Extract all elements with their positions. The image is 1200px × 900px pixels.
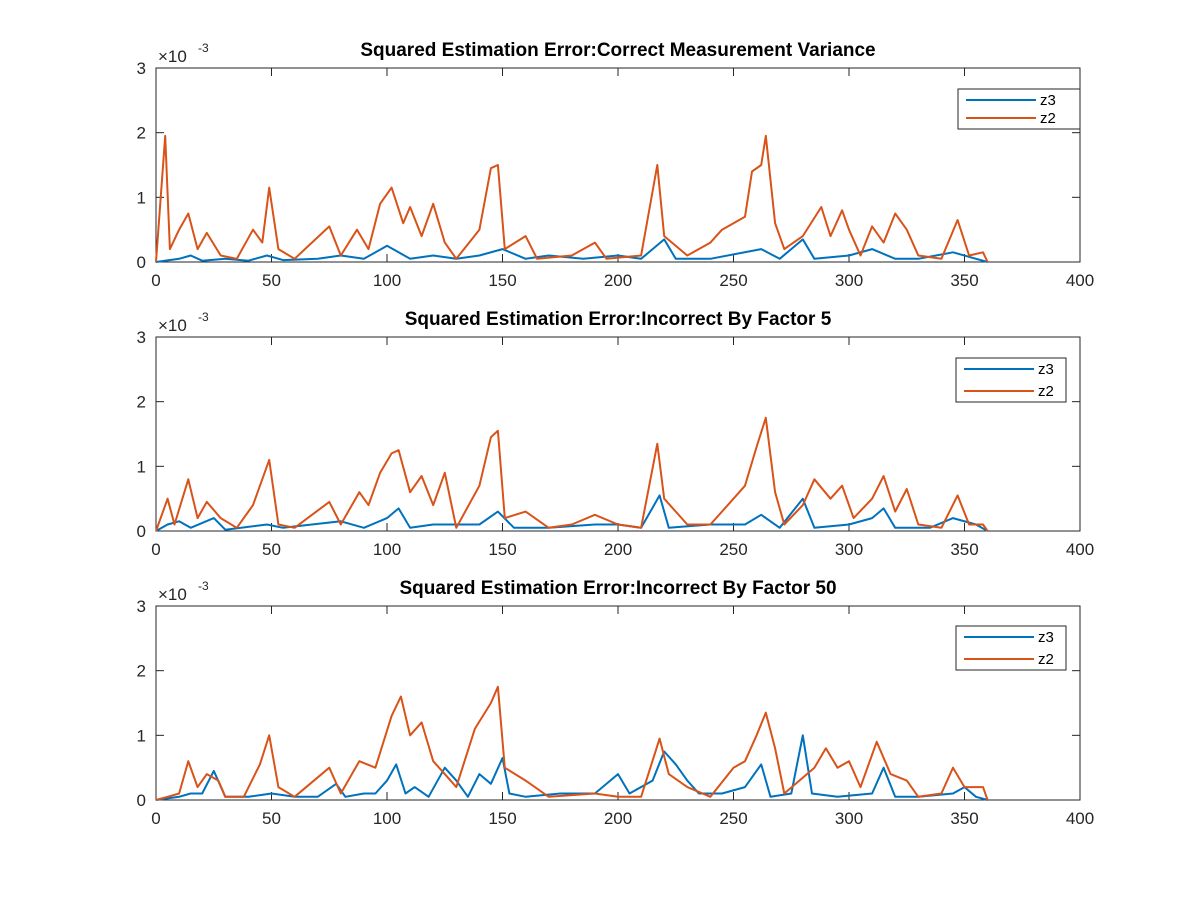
x-tick-label: 300 [835,271,863,290]
legend-label-z3: z3 [1038,629,1054,646]
x-tick-label: 400 [1066,271,1094,290]
y-tick-label: 3 [137,597,146,616]
chart-title: Squared Estimation Error:Incorrect By Fa… [405,309,832,330]
y-exponent: -3 [198,579,209,593]
x-tick-label: 150 [488,540,516,559]
x-tick-label: 0 [151,540,160,559]
y-tick-label: 3 [137,328,146,347]
series-line-z2 [155,416,989,532]
x-tick-label: 350 [950,540,978,559]
x-tick-label: 300 [835,540,863,559]
legend-box [957,88,1081,130]
y-tick-label: 2 [137,393,146,412]
y-tick-label: 0 [137,253,146,272]
axes-box [155,605,1081,801]
y-tick-label: 1 [137,726,146,745]
y-tick-label: 0 [137,791,146,810]
chart-title: Squared Estimation Error:Incorrect By Fa… [399,578,836,599]
y-tick-label: 2 [137,124,146,143]
chart-panel-2: Squared Estimation Error:Incorrect By Fa… [137,309,1095,559]
series-line-z2 [155,134,989,263]
x-tick-label: 0 [151,271,160,290]
y-exponent-label: ×10 [158,47,187,66]
y-tick-label: 3 [137,59,146,78]
x-tick-label: 100 [373,271,401,290]
y-tick-label: 1 [137,457,146,476]
x-tick-label: 250 [719,271,747,290]
series-line-z3 [155,238,988,263]
x-tick-label: 200 [604,809,632,828]
legend-label-z2: z2 [1040,110,1056,127]
axes-box [155,336,1081,532]
series-line-z3 [155,734,988,801]
y-exponent-label: ×10 [158,585,187,604]
y-tick-label: 2 [137,662,146,681]
y-exponent: -3 [198,310,209,324]
chart-panel-1: Squared Estimation Error:Correct Measure… [137,40,1095,290]
x-tick-label: 0 [151,809,160,828]
x-tick-label: 350 [950,809,978,828]
x-tick-label: 400 [1066,809,1094,828]
x-tick-label: 400 [1066,540,1094,559]
x-tick-label: 350 [950,271,978,290]
x-tick-label: 50 [262,540,281,559]
chart-title: Squared Estimation Error:Correct Measure… [360,40,875,61]
y-tick-label: 1 [137,188,146,207]
x-tick-label: 50 [262,271,281,290]
x-tick-label: 50 [262,809,281,828]
legend-label-z3: z3 [1040,92,1056,109]
y-exponent-label: ×10 [158,316,187,335]
x-tick-label: 150 [488,809,516,828]
x-tick-label: 100 [373,540,401,559]
x-tick-label: 300 [835,809,863,828]
x-tick-label: 250 [719,809,747,828]
x-tick-label: 100 [373,809,401,828]
y-tick-label: 0 [137,522,146,541]
legend-box [955,625,1067,671]
legend-label-z2: z2 [1038,651,1054,668]
x-tick-label: 200 [604,271,632,290]
series-line-z3 [155,494,989,532]
x-tick-label: 250 [719,540,747,559]
x-tick-label: 150 [488,271,516,290]
y-exponent: -3 [198,41,209,55]
legend-label-z2: z2 [1038,383,1054,400]
legend-label-z3: z3 [1038,361,1054,378]
axes-box [155,67,1081,263]
chart-panel-3: Squared Estimation Error:Incorrect By Fa… [137,578,1095,828]
legend-box [955,357,1067,403]
series-line-z2 [155,685,989,801]
x-tick-label: 200 [604,540,632,559]
